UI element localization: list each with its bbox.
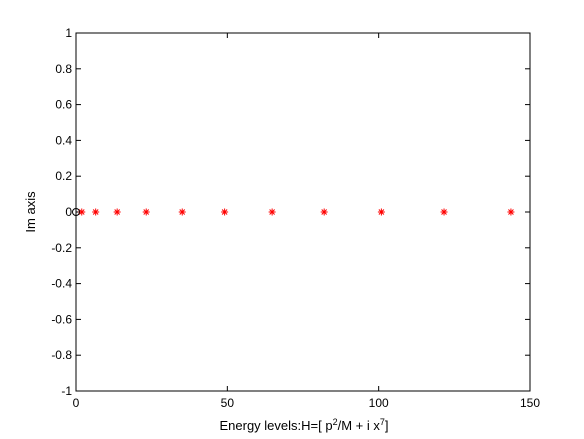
data-point-asterisk (377, 208, 385, 216)
labels-layer: 0 50 100 150 1 0.8 0.6 0.4 0.2 0 -0.2 -0.4 -0.6 -0.8 -… (51, 26, 540, 410)
x-tick-label: 0 (73, 396, 80, 410)
x-tick-label: 100 (369, 396, 389, 410)
y-tick-label: -1 (61, 384, 72, 398)
y-tick-label: 0.4 (55, 133, 72, 147)
x-tick-label: 50 (221, 396, 235, 410)
marks-layer (72, 208, 515, 216)
data-point-asterisk (268, 208, 276, 216)
y-tick-label: -0.8 (51, 348, 72, 362)
y-tick-label: 0.6 (55, 98, 72, 112)
y-tick-label: -0.2 (51, 241, 72, 255)
y-tick-label: 0.2 (55, 169, 72, 183)
y-tick-label: -0.6 (51, 312, 72, 326)
data-point-asterisk (178, 208, 186, 216)
y-tick-label: -0.4 (51, 277, 72, 291)
data-point-asterisk (142, 208, 150, 216)
data-point-asterisk (507, 208, 515, 216)
plot-frame (75, 32, 531, 392)
data-point-asterisk (320, 208, 328, 216)
y-tick-label: 0 (65, 205, 72, 219)
x-axis-title: Energy levels:H=[ p2/M + i x7] (219, 417, 388, 433)
y-axis-title: Im axis (23, 191, 38, 233)
y-tick-label: 0.8 (55, 62, 72, 76)
x-tick-label: 150 (520, 396, 540, 410)
y-tick-label: 1 (65, 26, 72, 40)
data-point-asterisk (113, 208, 121, 216)
data-point-asterisk (221, 208, 229, 216)
data-point-asterisk (440, 208, 448, 216)
data-point-asterisk (92, 208, 100, 216)
